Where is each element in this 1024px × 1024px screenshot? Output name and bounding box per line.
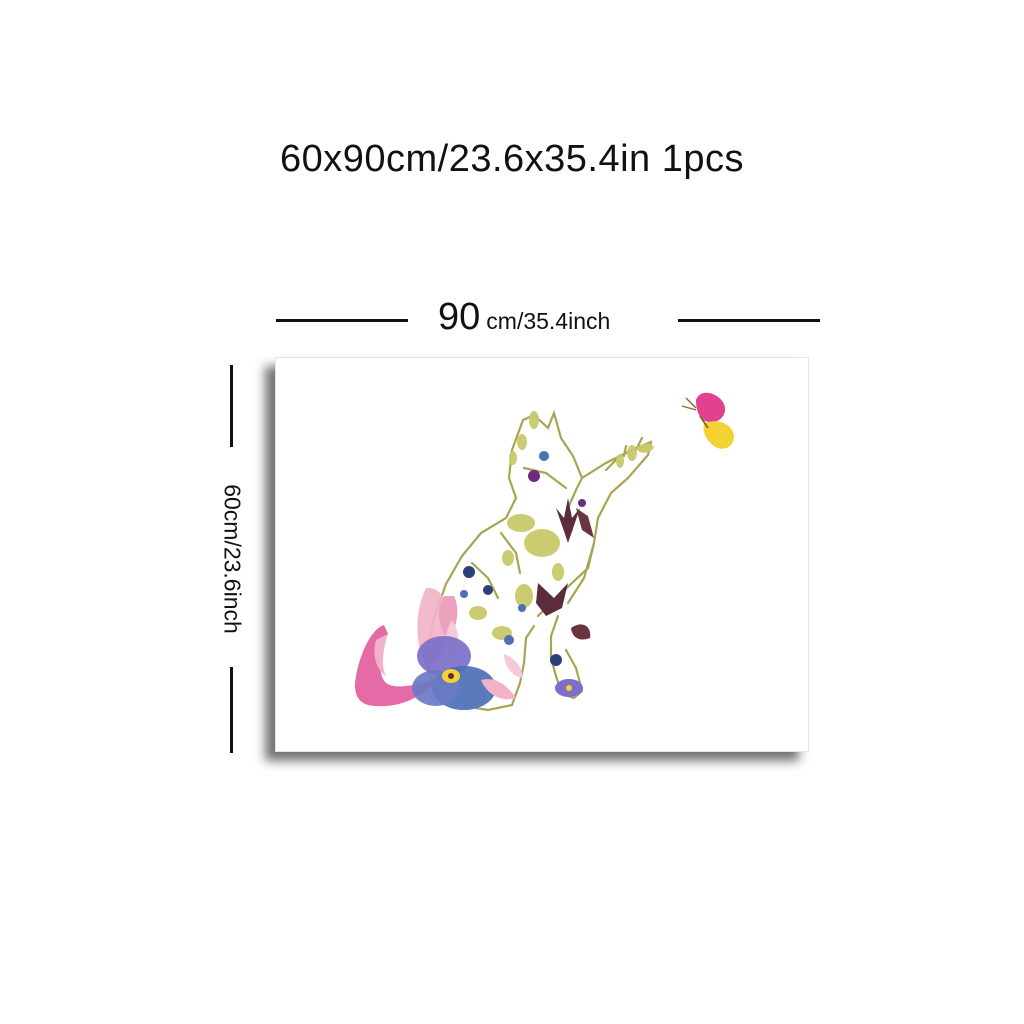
width-value: 90	[438, 296, 481, 338]
tail-highlight-petal	[374, 634, 388, 676]
dark-flower-cluster	[460, 451, 594, 666]
width-dimension-label: 90 cm/35.4inch	[438, 296, 610, 339]
leaf-cluster	[469, 411, 637, 640]
butterfly-icon	[681, 392, 734, 449]
width-dimension-line-left	[276, 319, 408, 322]
floral-cat-illustration-icon	[354, 392, 734, 712]
height-dimension-line-bottom	[230, 667, 233, 753]
paw-leaf	[636, 443, 654, 453]
product-size-title: 60x90cm/23.6x35.4in 1pcs	[279, 138, 745, 180]
height-dimension-label: 60cm/23.6inch	[219, 484, 246, 634]
height-dimension-line-top	[230, 365, 233, 447]
pink-petal-bottom	[481, 679, 516, 700]
width-unit: cm/35.4inch	[486, 308, 611, 334]
height-dimension: 60cm/23.6inch	[205, 365, 259, 753]
canvas-print	[275, 357, 809, 752]
width-dimension-line-right	[678, 319, 820, 322]
paw-violet-flower	[555, 679, 583, 697]
pink-petal-mid	[504, 654, 523, 678]
pansy-flower	[412, 636, 496, 710]
width-dimension: 90 cm/35.4inch	[276, 296, 820, 346]
